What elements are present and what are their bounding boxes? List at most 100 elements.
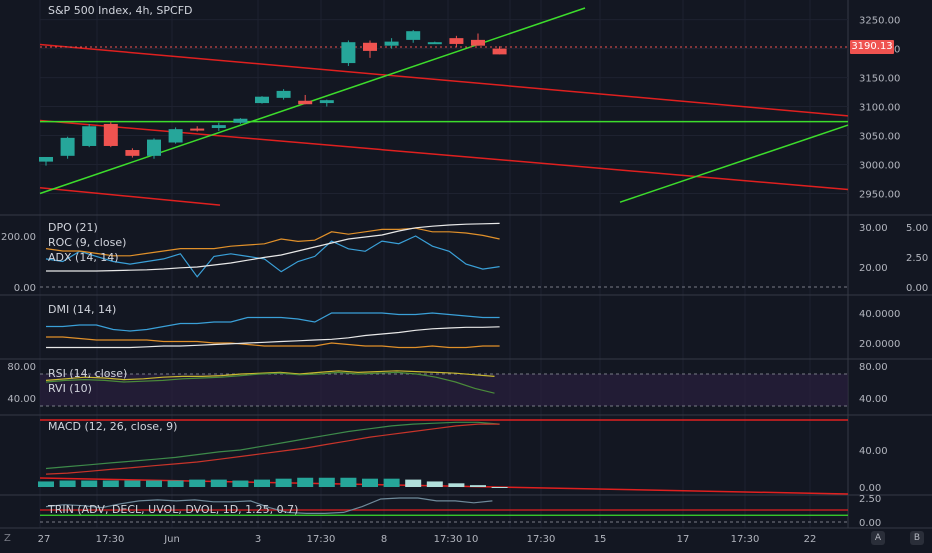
time-label-3: 3 [255, 534, 261, 545]
dpo-tick-0: 200.00 [1, 232, 36, 243]
log-scale-button[interactable]: B [910, 531, 924, 545]
price-tick-4: 3050.00 [859, 132, 900, 143]
candle-body-15 [363, 42, 377, 51]
time-label-12: 22 [804, 534, 817, 545]
time-label-0: 27 [38, 534, 51, 545]
candle-body-1 [60, 137, 75, 156]
macd-tick-0: 40.00 [859, 446, 888, 457]
macd-tick-1: 0.00 [859, 483, 881, 494]
candle-body-6 [168, 129, 183, 143]
macd-hist-bar-4 [124, 480, 141, 487]
macd-series [45, 421, 500, 470]
rvi-series [45, 371, 495, 394]
rsi-left-tick-0: 80.00 [7, 362, 36, 373]
chart-title: S&P 500 Index, 4h, SPCFD [48, 4, 193, 17]
macd-hist-bar-0 [38, 481, 54, 487]
candle-body-16 [384, 41, 399, 46]
roc-tick-1: 2.50 [906, 253, 928, 264]
trendline-red-upper [39, 43, 849, 117]
macd-hist-bar-2 [81, 480, 98, 487]
legend-roc[interactable]: ROC (9, close) [48, 236, 127, 249]
candle-body-7 [190, 128, 205, 131]
price-tick-2: 3150.00 [859, 74, 900, 85]
legend-dpo[interactable]: DPO (21) [48, 221, 98, 234]
macd-hist-bar-16 [383, 478, 400, 487]
time-label-10: 17 [677, 534, 690, 545]
trin-tick-0: 2.50 [859, 494, 881, 505]
candle-body-2 [82, 126, 97, 146]
macd-hist-bar-9 [232, 480, 249, 487]
candle-body-5 [147, 139, 161, 156]
candle-body-9 [233, 118, 248, 123]
timezone-button[interactable]: Z [4, 533, 11, 544]
trendline-green-upper [39, 7, 586, 195]
price-tick-3: 3100.00 [859, 103, 900, 114]
candle-body-21 [492, 48, 507, 55]
last-price-tag: 3190.13 [850, 40, 894, 54]
rsi-series [45, 370, 495, 381]
macd-hist-bar-17 [405, 479, 422, 487]
macd-hist-bar-18 [426, 481, 443, 487]
signal-series [45, 423, 500, 475]
candle-body-10 [255, 96, 269, 104]
time-label-7: 10 [466, 534, 479, 545]
dpo-series [45, 235, 500, 278]
time-label-6: 17:30 [434, 534, 463, 545]
adx-series [46, 222, 500, 272]
legend-adx[interactable]: ADX (14, 14) [48, 251, 119, 264]
macd-hist-bar-11 [275, 478, 292, 487]
trin-tick-1: 0.00 [859, 518, 881, 529]
macd-hist-bar-7 [189, 479, 206, 487]
time-label-9: 15 [594, 534, 607, 545]
candle-body-18 [427, 42, 442, 45]
rsi-right-tick-0: 80.00 [859, 362, 888, 373]
roc-series [45, 227, 500, 257]
roc-tick-0: 5.00 [906, 223, 928, 234]
legend-dmi[interactable]: DMI (14, 14) [48, 303, 117, 316]
legend-rvi[interactable]: RVI (10) [48, 382, 92, 395]
candle-body-11 [276, 90, 291, 98]
candle-body-12 [298, 100, 313, 105]
dmi-adx-series [46, 326, 500, 349]
rsi-right-tick-1: 40.00 [859, 394, 888, 405]
candle-body-20 [471, 39, 485, 46]
macd-hist-bar-19 [448, 483, 465, 487]
time-label-4: 17:30 [307, 534, 336, 545]
macd-hist-bar-8 [210, 479, 227, 487]
time-label-8: 17:30 [527, 534, 556, 545]
legend-macd[interactable]: MACD (12, 26, close, 9) [48, 420, 178, 433]
time-label-11: 17:30 [731, 534, 760, 545]
candle-body-8 [211, 125, 226, 128]
candle-body-3 [103, 123, 118, 146]
macd-hist-bar-21 [491, 487, 508, 488]
candle-body-4 [125, 150, 140, 156]
trendline-red-bottom [39, 186, 221, 206]
legend-rsi[interactable]: RSI (14, close) [48, 367, 128, 380]
price-tick-6: 2950.00 [859, 190, 900, 201]
macd-hist-bar-1 [59, 480, 76, 487]
dmi-plus-series [46, 312, 500, 332]
macd-hist-bar-20 [470, 485, 486, 487]
time-label-1: 17:30 [96, 534, 125, 545]
macd-hist-bar-6 [167, 480, 184, 487]
time-label-5: 8 [381, 534, 387, 545]
macd-hist-bar-5 [146, 480, 162, 487]
trin-series [45, 497, 493, 515]
rsi-left-tick-1: 40.00 [7, 394, 36, 405]
auto-scale-button[interactable]: A [871, 531, 885, 545]
price-tick-5: 3000.00 [859, 161, 900, 172]
candle-body-0 [39, 156, 53, 162]
candle-body-17 [406, 31, 421, 40]
dmi-tick-0: 40.0000 [859, 309, 900, 320]
candle-body-14 [341, 42, 356, 64]
adx-tick-1: 20.00 [859, 263, 888, 274]
macd-hist-bar-12 [297, 477, 314, 487]
time-label-2: Jun [163, 534, 180, 545]
dpo-tick-1: 0.00 [14, 283, 36, 294]
macd-hist-bar-15 [362, 478, 378, 487]
dmi-tick-1: 20.0000 [859, 339, 900, 350]
legend-trin[interactable]: TRIN (ADV, DECL, UVOL, DVOL, 1D, 1.25, 0… [48, 503, 299, 516]
candle-body-13 [319, 100, 334, 104]
